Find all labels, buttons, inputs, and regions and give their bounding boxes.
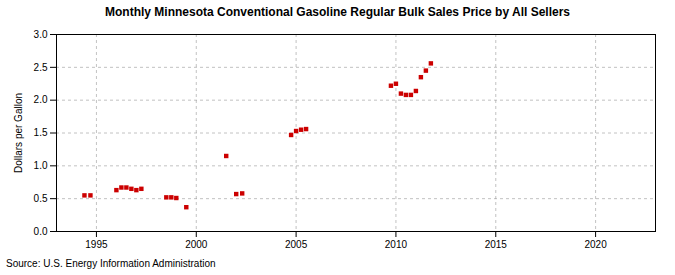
svg-text:2005: 2005: [285, 239, 308, 250]
svg-text:Dollars per Gallon: Dollars per Gallon: [13, 93, 24, 173]
svg-text:2.5: 2.5: [34, 62, 48, 73]
svg-text:2000: 2000: [185, 239, 208, 250]
svg-text:1.5: 1.5: [34, 127, 48, 138]
svg-text:0.0: 0.0: [34, 226, 48, 237]
svg-text:1.0: 1.0: [34, 160, 48, 171]
svg-text:2015: 2015: [485, 239, 508, 250]
html-text:Source: U.S. Energy Informatio: Source: U.S. Energy Information Administ…: [6, 258, 216, 269]
svg-text:0.5: 0.5: [34, 193, 48, 204]
svg-text:2020: 2020: [584, 239, 607, 250]
svg-text:2.0: 2.0: [34, 94, 48, 105]
svg-text:2010: 2010: [385, 239, 408, 250]
html-text:Monthly Minnesota Conventional: Monthly Minnesota Conventional Gasoline …: [105, 5, 570, 19]
svg-text:1995: 1995: [85, 239, 108, 250]
svg-text:3.0: 3.0: [34, 29, 48, 40]
